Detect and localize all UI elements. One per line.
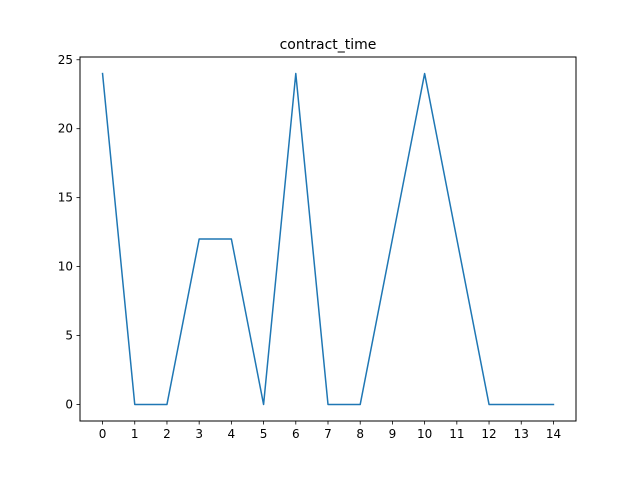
- series-layer: [101, 72, 555, 406]
- x-tick-label: 1: [131, 427, 139, 441]
- series-line: [101, 72, 555, 406]
- plot-frame: [79, 56, 577, 422]
- y-axis-ticks: 0 5 10 15 20 25: [58, 53, 80, 411]
- x-tick-label: 13: [514, 427, 529, 441]
- x-axis-ticks: 0 1 2 3 4 5 6 7 8 9 10 11 12 13 14: [99, 421, 561, 441]
- y-tick-label: 15: [58, 191, 73, 205]
- x-tick-label: 3: [195, 427, 203, 441]
- chart-title: contract_time: [280, 37, 377, 53]
- x-tick-label: 11: [449, 427, 464, 441]
- x-tick-label: 10: [417, 427, 432, 441]
- x-tick-label: 9: [389, 427, 397, 441]
- y-tick-label: 25: [58, 53, 73, 67]
- x-tick-label: 6: [292, 427, 300, 441]
- x-tick-label: 12: [481, 427, 496, 441]
- x-tick-label: 2: [163, 427, 171, 441]
- y-tick-label: 10: [58, 260, 73, 274]
- x-tick-label: 5: [260, 427, 268, 441]
- x-tick-label: 0: [99, 427, 107, 441]
- x-tick-label: 8: [356, 427, 364, 441]
- y-tick-label: 5: [65, 329, 73, 343]
- x-tick-label: 4: [228, 427, 236, 441]
- y-tick-label: 0: [65, 397, 73, 411]
- x-tick-label: 7: [324, 427, 332, 441]
- y-tick-label: 20: [58, 122, 73, 136]
- x-tick-label: 14: [546, 427, 561, 441]
